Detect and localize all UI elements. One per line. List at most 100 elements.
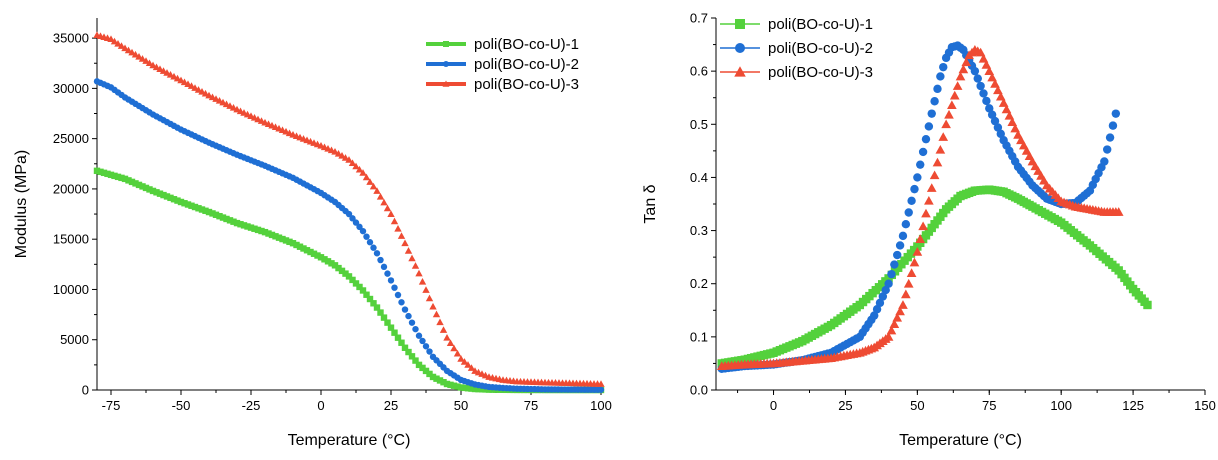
data-point <box>209 210 216 217</box>
data-point <box>927 109 936 118</box>
data-point <box>331 148 339 155</box>
data-point <box>450 344 458 352</box>
data-point <box>425 294 434 302</box>
chart-1: -75 -50 -25 0 25 50 75 100 0 5000 10000 15000 20000 2… <box>13 18 612 449</box>
data-point <box>370 300 377 307</box>
data-point <box>433 375 440 382</box>
legend-label: poli(BO-co-U)-2 <box>474 56 579 73</box>
data-point <box>906 268 917 277</box>
data-point <box>132 180 139 187</box>
data-point <box>970 66 980 76</box>
data-point <box>170 196 178 203</box>
legend-label: poli(BO-co-U)-3 <box>474 76 579 93</box>
data-point <box>394 334 402 341</box>
data-point <box>981 60 992 69</box>
data-point <box>987 72 997 82</box>
data-point <box>411 262 420 269</box>
data-point <box>478 386 486 393</box>
y-tick-label: 20000 <box>53 181 89 196</box>
data-point <box>915 234 926 243</box>
chart-2: 0 25 50 75 100 125 150 0.0 0.1 0.2 0.3 0.4 0.5 0.6 0.7… <box>642 11 1216 450</box>
data-point <box>226 217 234 224</box>
data-point <box>436 318 444 326</box>
data-point <box>1113 207 1124 216</box>
data-point <box>97 168 104 176</box>
data-point <box>128 48 136 56</box>
data-point <box>138 55 147 62</box>
y-tick-label: 0.6 <box>690 64 708 79</box>
data-point <box>881 285 890 295</box>
data-point <box>394 291 402 299</box>
data-point <box>195 205 202 212</box>
data-point <box>163 193 171 200</box>
data-point <box>936 72 945 81</box>
data-point <box>475 385 482 393</box>
data-point <box>296 243 304 250</box>
x-tick-label: -50 <box>172 398 191 413</box>
data-point <box>1007 117 1018 127</box>
data-point <box>426 348 433 355</box>
data-point <box>450 382 458 389</box>
x-tick-label: 125 <box>1122 398 1144 413</box>
data-point <box>875 298 885 308</box>
data-point <box>1100 157 1109 166</box>
data-point <box>961 57 972 67</box>
data-point <box>117 42 126 49</box>
data-point <box>387 324 395 331</box>
data-point <box>355 165 364 173</box>
data-point <box>258 227 265 235</box>
data-point <box>342 270 349 277</box>
data-point <box>135 181 143 189</box>
y-tick-label: 30000 <box>53 81 89 96</box>
data-point <box>982 96 991 106</box>
legend-marker <box>734 66 746 77</box>
data-point <box>212 211 220 219</box>
data-point <box>916 160 925 169</box>
data-point <box>366 239 374 246</box>
data-point <box>121 175 129 183</box>
x-tick-label: 150 <box>1194 398 1216 413</box>
data-point <box>328 260 335 267</box>
data-point <box>156 190 164 197</box>
data-point <box>174 197 181 204</box>
data-point <box>1004 110 1015 120</box>
data-point <box>439 326 448 333</box>
series-3 <box>93 31 605 387</box>
data-point <box>404 247 413 254</box>
data-point <box>947 100 957 110</box>
data-point <box>359 287 367 294</box>
data-point <box>380 263 388 271</box>
data-point <box>167 194 174 202</box>
data-point <box>153 189 160 196</box>
data-point <box>303 247 311 254</box>
data-point <box>247 224 255 231</box>
data-point <box>1111 109 1121 118</box>
x-axis-title: Temperature (°C) <box>899 432 1022 449</box>
data-point <box>909 257 920 267</box>
data-point <box>142 57 150 64</box>
data-point <box>348 159 357 166</box>
data-point <box>398 339 405 346</box>
data-point <box>401 306 409 313</box>
data-point <box>979 89 988 98</box>
x-tick-label: 25 <box>838 398 852 413</box>
data-point <box>394 224 402 232</box>
data-point <box>135 53 143 60</box>
data-point <box>933 84 942 94</box>
data-point <box>397 232 406 239</box>
data-point <box>883 332 894 341</box>
data-point <box>104 170 111 178</box>
data-point <box>251 225 258 232</box>
data-point <box>903 278 914 288</box>
data-point <box>261 228 269 236</box>
data-point <box>272 233 279 240</box>
data-point <box>391 329 398 336</box>
series-2 <box>93 78 605 393</box>
data-point <box>468 385 475 392</box>
legend-marker <box>443 61 449 67</box>
data-point <box>268 231 276 239</box>
data-point <box>244 223 251 230</box>
data-point <box>121 44 129 52</box>
x-tick-label: 0 <box>770 398 777 413</box>
series-1 <box>717 185 1152 368</box>
